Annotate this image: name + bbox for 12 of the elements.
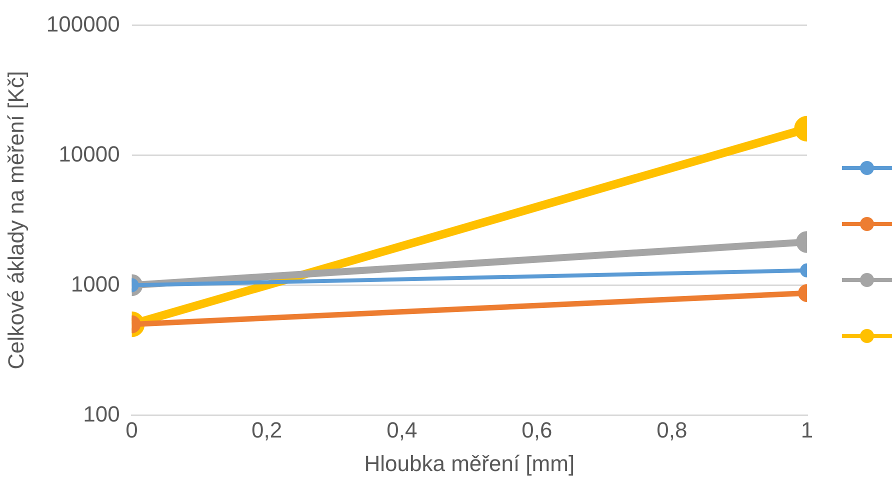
x-tick-label: 0,2 (252, 417, 282, 442)
y-tick-label: 100 (83, 401, 120, 426)
y-axis-title: Celkové áklady na měření [Kč] (3, 71, 28, 370)
x-tick-label: 1 (800, 417, 814, 442)
x-tick-label: 0,4 (386, 417, 418, 442)
x-tick-label: 0,6 (522, 417, 552, 442)
x-axis-title: Hloubka měření [mm] (364, 450, 575, 476)
x-tick-label: 0 (126, 417, 138, 442)
y-tick-label: 10000 (58, 141, 120, 166)
y-tick-label: 100000 (46, 11, 120, 36)
x-tick-label: 0,8 (656, 417, 688, 442)
y-tick-label: 1000 (70, 271, 120, 296)
